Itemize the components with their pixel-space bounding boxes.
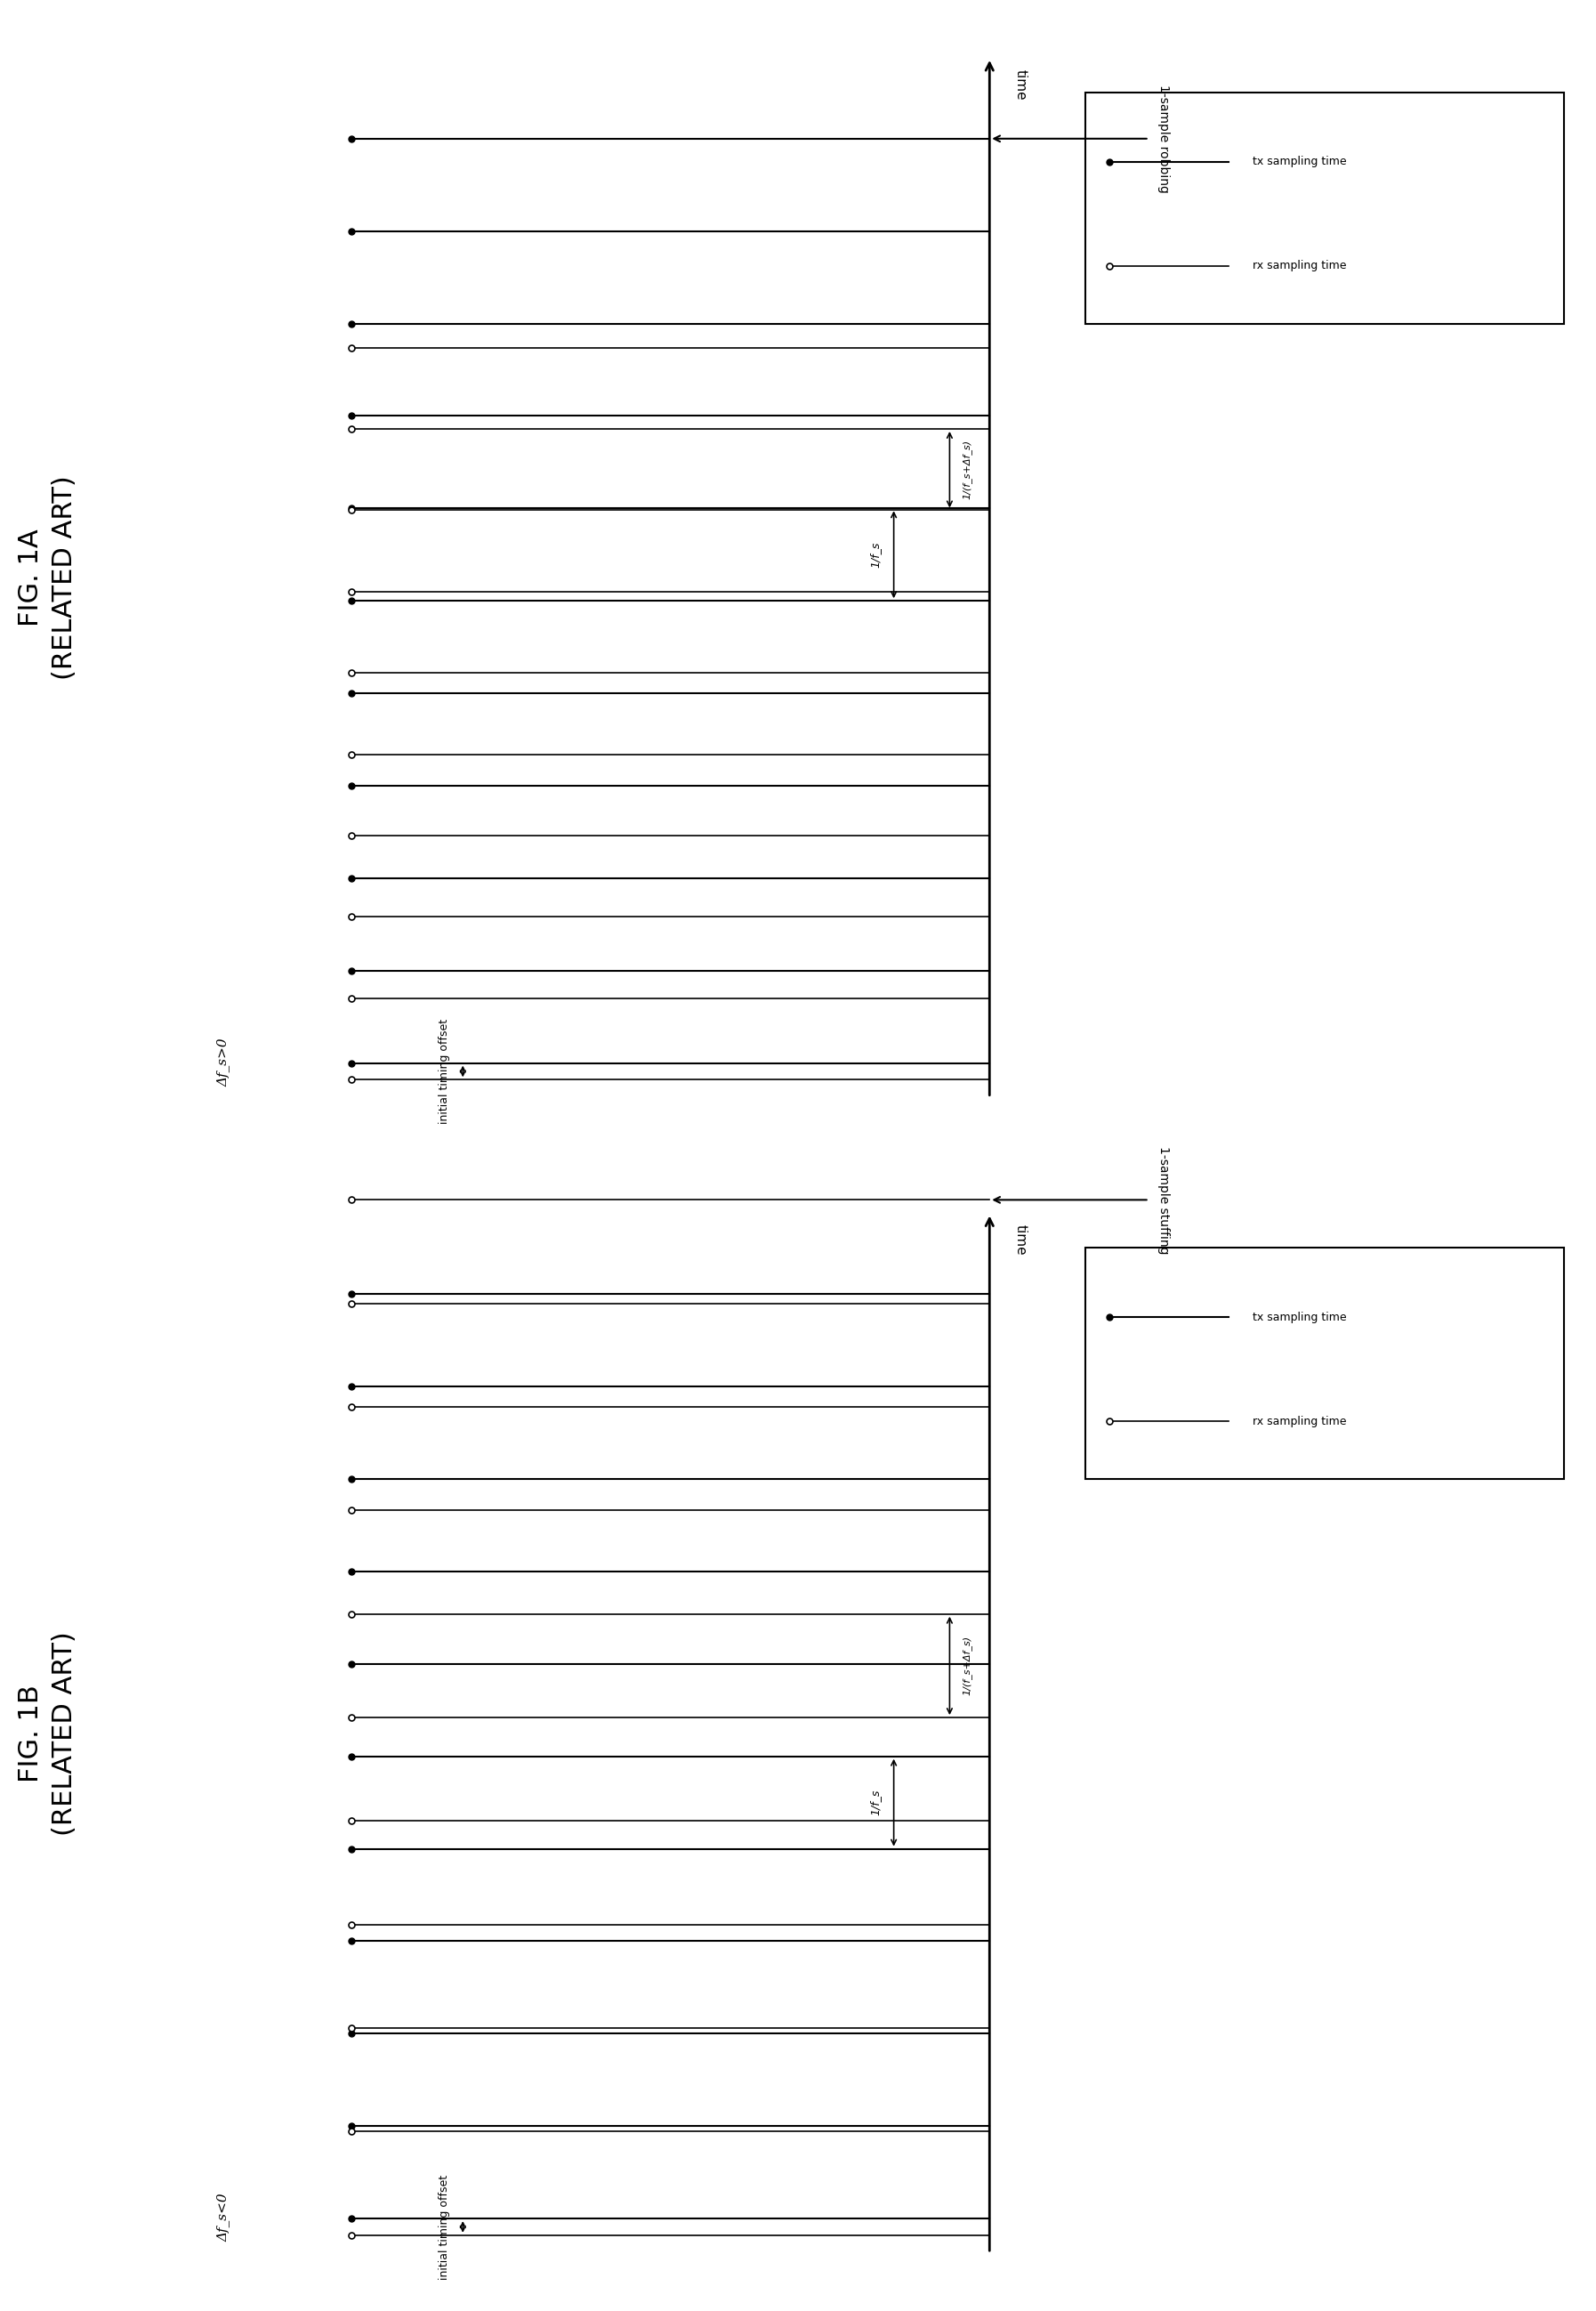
Text: Δf_s>0: Δf_s>0 (217, 1038, 230, 1086)
Text: rx sampling time: rx sampling time (1253, 259, 1347, 273)
Text: 1/f_s: 1/f_s (870, 1789, 881, 1816)
Text: tx sampling time: tx sampling time (1253, 1310, 1347, 1324)
Text: 1-sample stuffing: 1-sample stuffing (1157, 1146, 1170, 1255)
Text: 1-sample robbing: 1-sample robbing (1157, 86, 1170, 192)
Text: tx sampling time: tx sampling time (1253, 155, 1347, 169)
Text: initial timing offset: initial timing offset (439, 2175, 450, 2279)
Text: time: time (1013, 1225, 1026, 1255)
Bar (1085, 92, 1564, 324)
Bar (1085, 1248, 1564, 1479)
Text: Δf_s<0: Δf_s<0 (217, 2193, 230, 2242)
Text: FIG. 1A
(RELATED ART): FIG. 1A (RELATED ART) (18, 476, 78, 679)
Text: 1/f_s: 1/f_s (870, 541, 881, 569)
Text: 1/(f_s+Δf_s): 1/(f_s+Δf_s) (962, 439, 972, 499)
Text: initial timing offset: initial timing offset (439, 1019, 450, 1123)
Text: FIG. 1B
(RELATED ART): FIG. 1B (RELATED ART) (18, 1632, 78, 1835)
Text: rx sampling time: rx sampling time (1253, 1414, 1347, 1428)
Text: 1/(f_s+Δf_s): 1/(f_s+Δf_s) (962, 1636, 972, 1696)
Text: time: time (1013, 69, 1026, 99)
